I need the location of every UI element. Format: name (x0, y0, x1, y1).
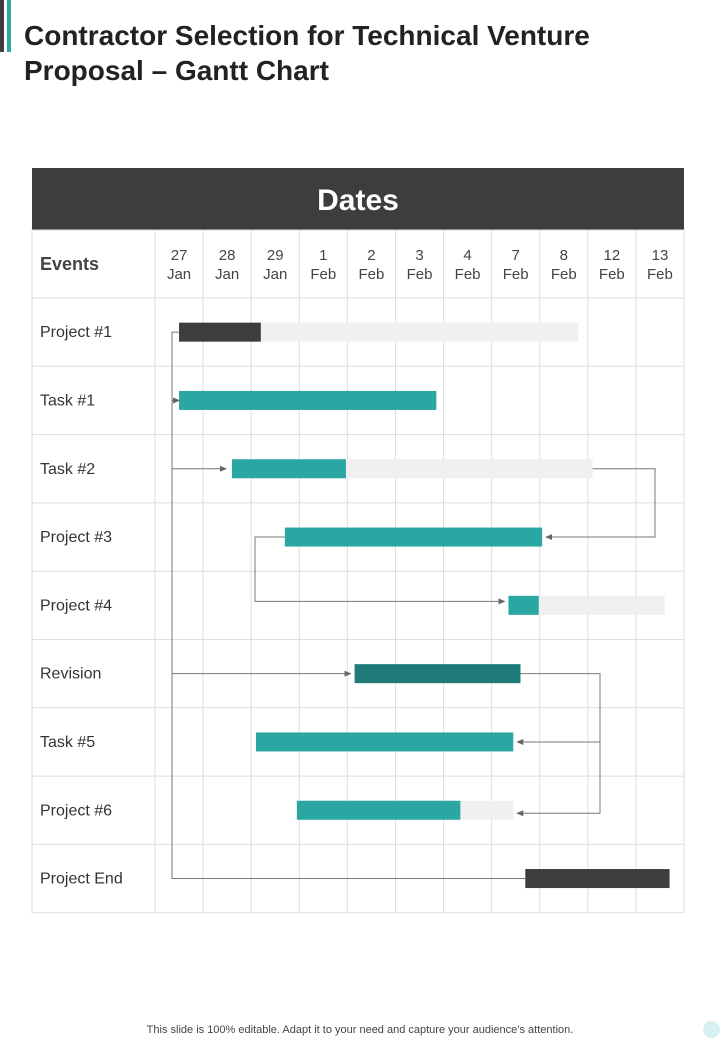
date-month-label: Feb (599, 266, 625, 283)
date-day-label: 29 (267, 247, 284, 264)
connector-arrow (516, 673, 601, 817)
row-label: Project #6 (40, 802, 112, 819)
row-label: Revision (40, 666, 101, 683)
row-label: Project #3 (40, 529, 112, 546)
accent-teal-stripe (7, 0, 11, 52)
gantt-track (508, 595, 665, 615)
row-label: Task #5 (40, 734, 95, 751)
date-day-label: 2 (367, 247, 375, 264)
title-accent-bar (0, 0, 12, 52)
corner-decoration-dot (703, 1021, 720, 1038)
date-month-label: Feb (358, 266, 384, 283)
row-label: Task #2 (40, 461, 95, 478)
date-day-label: 12 (604, 247, 621, 264)
date-day-label: 1 (319, 247, 327, 264)
date-month-label: Jan (167, 266, 191, 283)
gantt-chart: Dates 27 Jan 28 Jan 29 Jan 1 Feb 2 Feb 3 Feb 4 Feb 7 Feb… (31, 168, 685, 914)
date-month-label: Feb (503, 266, 529, 283)
gantt-bar (231, 459, 346, 479)
gantt-bar (508, 595, 539, 615)
gantt-bar (179, 322, 261, 342)
footer-note: This slide is 100% editable. Adapt it to… (146, 1024, 574, 1036)
accent-dark-stripe (0, 0, 4, 52)
gantt-bar (296, 800, 461, 820)
gantt-bar (284, 527, 543, 547)
date-day-label: 3 (415, 247, 423, 264)
gantt-bar (255, 732, 514, 752)
date-day-label: 7 (512, 247, 520, 264)
row-label: Project #1 (40, 324, 112, 341)
date-day-label: 27 (171, 247, 188, 264)
date-month-label: Feb (407, 266, 433, 283)
gantt-bar (179, 390, 437, 410)
dates-header-label: Dates (317, 184, 399, 217)
gantt-bar (525, 869, 670, 889)
row-label: Project End (40, 871, 123, 888)
date-day-label: 4 (463, 247, 471, 264)
date-day-label: 8 (560, 247, 568, 264)
connector-arrow (254, 536, 506, 605)
page-title: Contractor Selection for Technical Ventu… (24, 20, 590, 86)
dates-header-band (32, 168, 684, 230)
date-month-label: Feb (551, 266, 577, 283)
gantt-bar (354, 664, 521, 684)
date-month-label: Feb (310, 266, 336, 283)
date-month-label: Feb (455, 266, 481, 283)
events-column-header: Events (40, 254, 99, 274)
date-month-label: Jan (215, 266, 239, 283)
row-label: Task #1 (40, 392, 95, 409)
date-day-label: 28 (219, 247, 236, 264)
row-label: Project #4 (40, 597, 112, 614)
gantt-track (179, 322, 579, 342)
connector-spine (171, 331, 526, 880)
connector-arrow (545, 468, 656, 541)
date-month-label: Feb (647, 266, 673, 283)
date-day-label: 13 (652, 247, 669, 264)
date-month-label: Jan (263, 266, 287, 283)
